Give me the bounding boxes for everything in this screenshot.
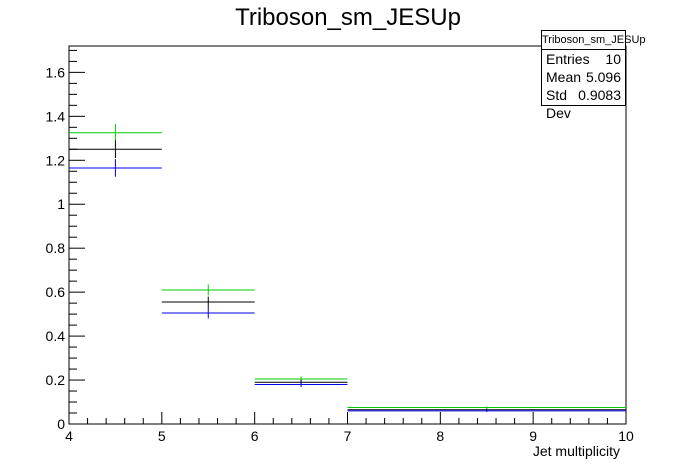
y-tick-label: 1.6 bbox=[46, 64, 66, 80]
x-tick-label: 9 bbox=[529, 428, 537, 444]
stats-value: 10 bbox=[605, 51, 621, 67]
stats-box: Triboson_sm_JESUp Entries 10 Mean 5.096 … bbox=[541, 30, 646, 121]
x-tick-label: 10 bbox=[618, 428, 634, 444]
stats-row-mean: Mean 5.096 bbox=[542, 68, 625, 86]
stats-value: 5.096 bbox=[585, 69, 621, 85]
y-tick-label: 1.4 bbox=[46, 108, 66, 124]
y-tick-label: 1.2 bbox=[46, 152, 66, 168]
series-1 bbox=[69, 140, 626, 411]
series-0 bbox=[69, 124, 626, 409]
x-tick-label: 6 bbox=[251, 428, 259, 444]
stats-value: 0.9083 bbox=[578, 87, 621, 103]
series-2 bbox=[69, 159, 626, 412]
stats-label: Mean bbox=[546, 69, 582, 85]
stats-label: Std Dev bbox=[546, 87, 571, 121]
x-tick-label: 4 bbox=[65, 428, 73, 444]
x-axis-label: Jet multiplicity bbox=[533, 443, 620, 459]
stats-row-stddev: Std Dev 0.9083 bbox=[542, 86, 625, 121]
stats-label: Entries bbox=[546, 51, 590, 67]
y-tick-label: 1 bbox=[57, 196, 65, 212]
x-tick-label: 8 bbox=[436, 428, 444, 444]
y-tick-label: 0 bbox=[57, 416, 65, 432]
y-tick-label: 0.8 bbox=[46, 240, 66, 256]
x-tick-label: 5 bbox=[158, 428, 166, 444]
stats-title: Triboson_sm_JESUp bbox=[542, 31, 646, 50]
x-tick-label: 7 bbox=[344, 428, 352, 444]
y-tick-label: 0.6 bbox=[46, 284, 66, 300]
stats-row-entries: Entries 10 bbox=[542, 50, 625, 68]
chart-title: Triboson_sm_JESUp bbox=[235, 4, 461, 31]
y-tick-label: 0.4 bbox=[46, 328, 66, 344]
y-tick-label: 0.2 bbox=[46, 372, 66, 388]
